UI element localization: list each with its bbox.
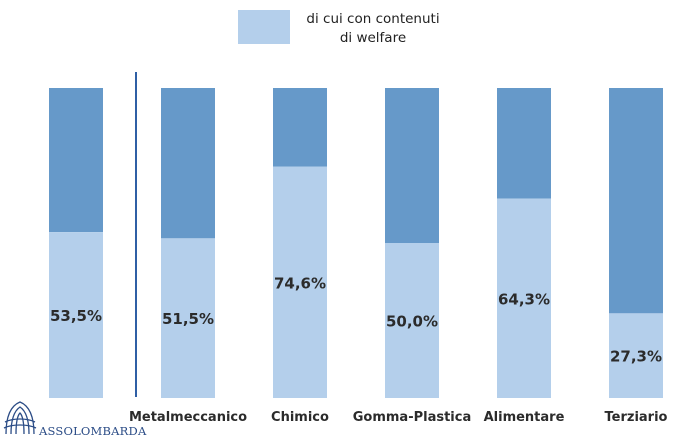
bar-value-label: 64,3% — [498, 290, 550, 308]
category-label: Metalmeccanico — [129, 410, 247, 425]
bar-value-label: 27,3% — [610, 348, 662, 366]
legend-label-welfare: di cui con contenuti di welfare — [298, 10, 448, 48]
bar-welfare-segment — [609, 313, 663, 398]
bar-value-label: 53,5% — [50, 307, 102, 325]
category-label: Chimico — [271, 410, 329, 425]
logo-wordmark: ASSOLOMBARDA — [39, 424, 147, 438]
legend-label-line2: di welfare — [339, 30, 407, 46]
assolombarda-logo: ASSOLOMBARDA — [2, 398, 146, 440]
category-label: Gomma-Plastica — [353, 410, 472, 425]
bar-rest-segment — [161, 88, 215, 239]
bar-welfare-segment — [385, 243, 439, 398]
bar-welfare-segment — [49, 232, 103, 398]
bars-group — [49, 88, 663, 398]
bar-welfare-segment — [497, 198, 551, 398]
category-label: Alimentare — [484, 410, 565, 425]
labels-group: 53,5% 51,5% Metalmeccanico 74,6% Chimico 50,0… — [50, 274, 668, 425]
bar-rest-segment — [609, 88, 663, 314]
bar-value-label: 74,6% — [274, 274, 326, 292]
bar-welfare-segment — [273, 166, 327, 398]
legend-label-line1: di cui con contenuti — [306, 11, 440, 27]
bar-rest-segment — [497, 88, 551, 199]
legend-swatch-welfare — [238, 10, 290, 44]
bar-rest-segment — [49, 88, 103, 233]
category-label: Terziario — [605, 410, 668, 425]
bar-welfare-segment — [161, 238, 215, 398]
bar-value-label: 50,0% — [386, 313, 438, 331]
assolombarda-logo-icon — [3, 401, 37, 435]
bar-rest-segment — [273, 88, 327, 167]
bar-value-label: 51,5% — [162, 310, 214, 328]
bar-rest-segment — [385, 88, 439, 243]
